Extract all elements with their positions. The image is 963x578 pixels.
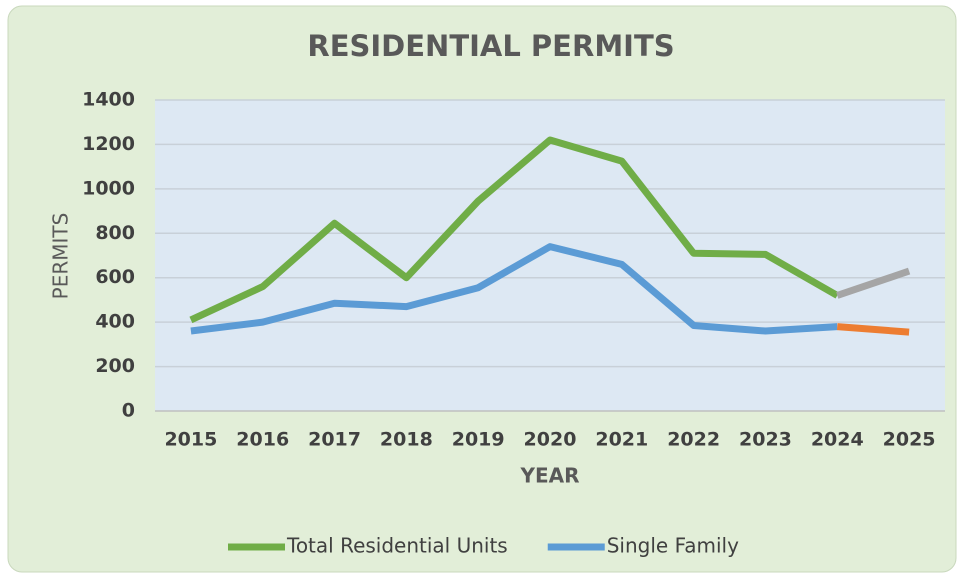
y-axis-label: PERMITS bbox=[49, 213, 73, 300]
y-tick-label: 1200 bbox=[82, 133, 135, 155]
y-tick-label: 1000 bbox=[82, 177, 135, 199]
series-line bbox=[190, 243, 838, 335]
legend-label: Total Residential Units bbox=[286, 534, 508, 558]
x-tick-label: 2017 bbox=[308, 429, 361, 451]
y-tick-label: 0 bbox=[122, 400, 135, 422]
series-line bbox=[189, 136, 840, 324]
x-tick-label: 2025 bbox=[883, 429, 936, 451]
y-tick-label: 200 bbox=[95, 355, 135, 377]
y-tick-label: 800 bbox=[95, 222, 135, 244]
x-tick-label: 2019 bbox=[452, 429, 505, 451]
x-tick-label: 2018 bbox=[380, 429, 433, 451]
x-tick-label: 2021 bbox=[595, 429, 648, 451]
x-tick-label: 2016 bbox=[236, 429, 289, 451]
x-tick-label: 2022 bbox=[667, 429, 720, 451]
y-tick-label: 400 bbox=[95, 311, 135, 333]
series-line bbox=[837, 323, 910, 336]
y-tick-label: 1400 bbox=[82, 89, 135, 111]
x-tick-label: 2020 bbox=[524, 429, 577, 451]
y-tick-label: 600 bbox=[95, 266, 135, 288]
x-tick-label: 2023 bbox=[739, 429, 792, 451]
x-axis-label: YEAR bbox=[519, 464, 579, 488]
legend-label: Single Family bbox=[607, 534, 739, 558]
x-tick-label: 2015 bbox=[164, 429, 217, 451]
plot-area bbox=[155, 100, 945, 411]
chart-title: RESIDENTIAL PERMITS bbox=[307, 29, 674, 63]
series-line bbox=[836, 267, 911, 299]
x-tick-label: 2024 bbox=[811, 429, 864, 451]
